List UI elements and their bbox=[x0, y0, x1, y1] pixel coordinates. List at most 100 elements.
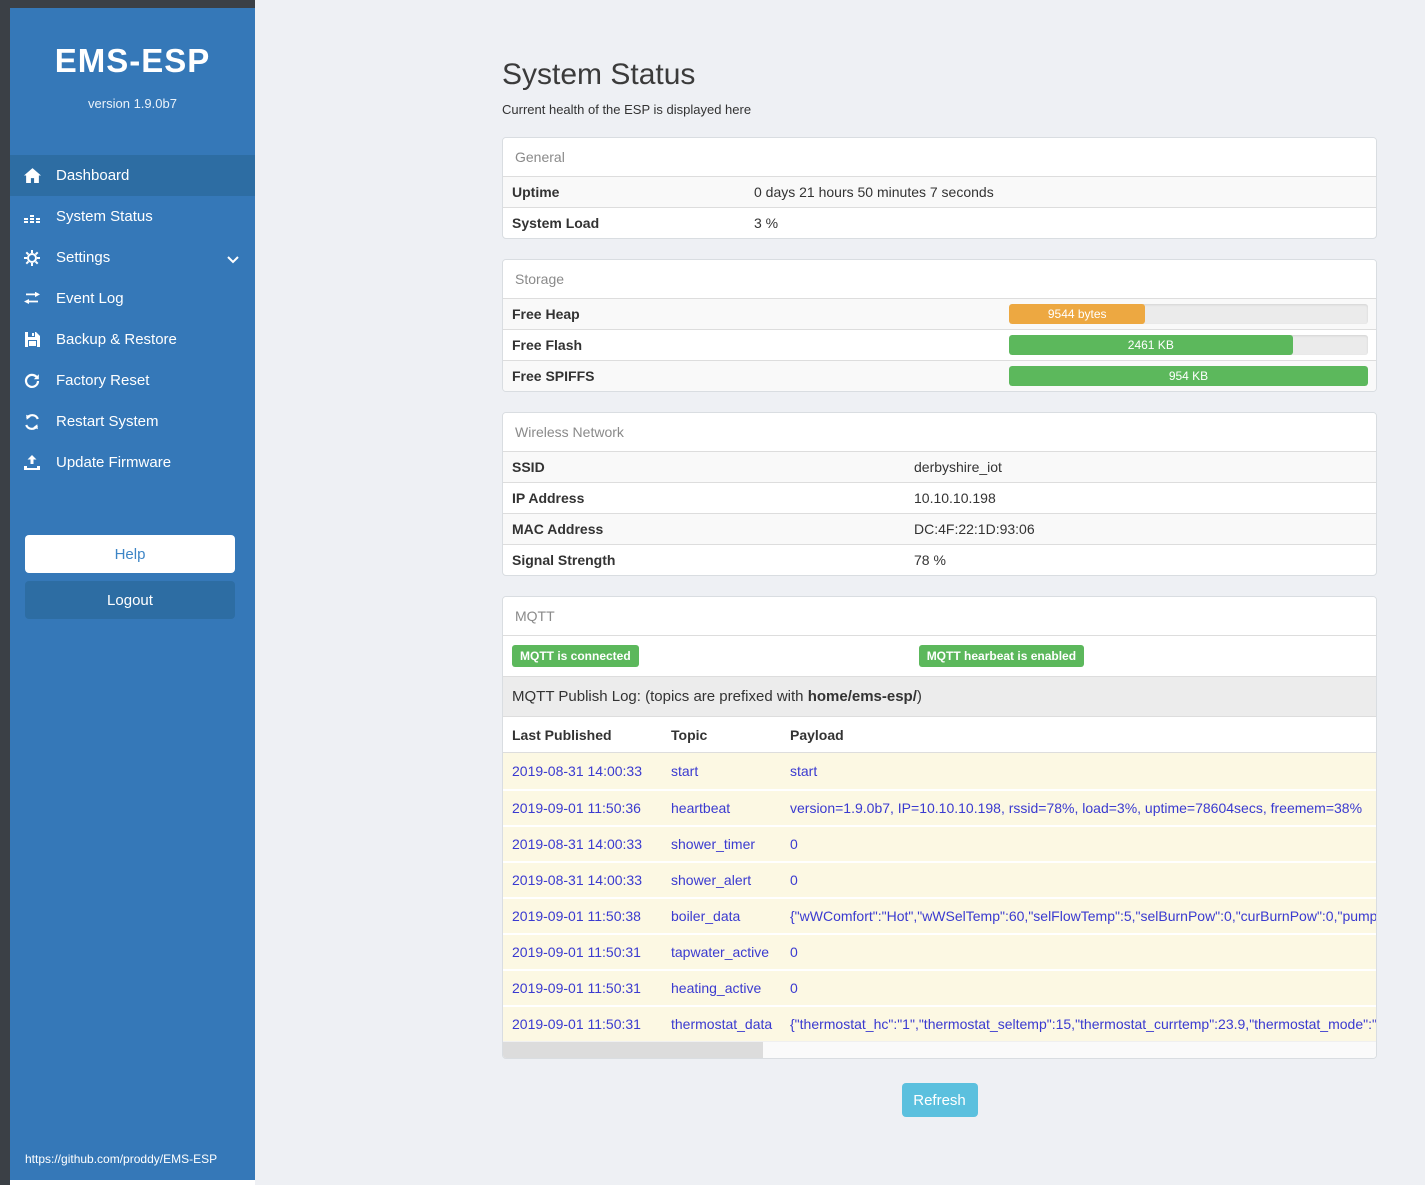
storage-panel-title: Storage bbox=[503, 260, 1376, 298]
table-row: 2019-09-01 11:50:31 heating_active 0 bbox=[503, 969, 1376, 1005]
mqtt-badges: MQTT is connected MQTT hearbeat is enabl… bbox=[503, 635, 1376, 676]
last-published-cell: 2019-08-31 14:00:33 bbox=[512, 763, 642, 779]
gear-icon bbox=[22, 249, 42, 266]
row-label: System Load bbox=[512, 215, 600, 231]
sidebar-nav: Dashboard System Status bbox=[10, 155, 255, 483]
mqtt-publish-log-caption: MQTT Publish Log: (topics are prefixed w… bbox=[503, 676, 1376, 716]
chevron-down-icon bbox=[227, 251, 239, 269]
table-row: Uptime 0 days 21 hours 50 minutes 7 seco… bbox=[503, 176, 1376, 207]
payload-cell: {"thermostat_hc":"1","thermostat_seltemp… bbox=[790, 1016, 1376, 1032]
topic-cell: thermostat_data bbox=[671, 1016, 773, 1032]
sidebar-item-label: Update Firmware bbox=[56, 454, 172, 471]
sidebar-item-label: System Status bbox=[56, 208, 153, 225]
sidebar-item-restart-system[interactable]: Restart System bbox=[10, 401, 255, 442]
mqtt-topic-prefix: home/ems-esp/ bbox=[807, 688, 917, 705]
progress-fill: 9544 bytes bbox=[1009, 304, 1146, 324]
sidebar: EMS-ESP version 1.9.0b7 Dashboard bbox=[0, 0, 255, 1185]
sidebar-item-settings[interactable]: Settings bbox=[10, 237, 255, 278]
topic-cell: shower_alert bbox=[671, 872, 752, 888]
sidebar-buttons: Help Logout bbox=[25, 535, 235, 619]
sidebar-item-label: Restart System bbox=[56, 413, 159, 430]
last-published-cell: 2019-09-01 11:50:36 bbox=[512, 800, 641, 816]
sidebar-item-dashboard[interactable]: Dashboard bbox=[10, 155, 255, 196]
table-row: 2019-09-01 11:50:38 boiler_data {"wWComf… bbox=[503, 897, 1376, 933]
logout-button[interactable]: Logout bbox=[25, 581, 235, 619]
home-icon bbox=[22, 168, 42, 184]
row-value: derbyshire_iot bbox=[914, 459, 1002, 475]
brand: EMS-ESP version 1.9.0b7 bbox=[10, 8, 255, 111]
payload-cell: start bbox=[790, 763, 818, 779]
sidebar-item-label: Dashboard bbox=[56, 167, 130, 184]
mqtt-connected-badge: MQTT is connected bbox=[512, 645, 639, 667]
page-subtitle: Current health of the ESP is displayed h… bbox=[502, 102, 752, 117]
main-area: System Status Current health of the ESP … bbox=[255, 0, 1425, 1185]
payload-cell: 0 bbox=[790, 980, 798, 996]
wireless-panel-title: Wireless Network bbox=[503, 413, 1376, 451]
sidebar-item-event-log[interactable]: Event Log bbox=[10, 278, 255, 319]
scrollbar-thumb[interactable] bbox=[503, 1042, 763, 1058]
general-panel-title: General bbox=[503, 138, 1376, 176]
app-version: version 1.9.0b7 bbox=[88, 96, 177, 111]
content-column: System Status Current health of the ESP … bbox=[502, 0, 1377, 1117]
topic-cell: boiler_data bbox=[671, 908, 741, 924]
mqtt-panel-title: MQTT bbox=[503, 597, 1376, 635]
upload-icon bbox=[22, 455, 42, 471]
progress-label: 954 KB bbox=[1168, 369, 1209, 383]
payload-cell: 0 bbox=[790, 944, 798, 960]
table-row: Signal Strength 78 % bbox=[503, 544, 1376, 575]
sidebar-item-label: Event Log bbox=[56, 290, 124, 307]
last-published-cell: 2019-08-31 14:00:33 bbox=[512, 836, 642, 852]
last-published-cell: 2019-09-01 11:50:31 bbox=[512, 944, 641, 960]
sidebar-item-label: Settings bbox=[56, 249, 111, 266]
general-panel: General Uptime 0 days 21 hours 50 minute… bbox=[502, 137, 1377, 239]
row-label: Free Heap bbox=[512, 306, 580, 322]
horizontal-scrollbar[interactable] bbox=[503, 1041, 1376, 1058]
topic-cell: heating_active bbox=[671, 980, 762, 996]
topic-cell: heartbeat bbox=[671, 800, 731, 816]
sidebar-item-backup-restore[interactable]: Backup & Restore bbox=[10, 319, 255, 360]
sidebar-item-update-firmware[interactable]: Update Firmware bbox=[10, 442, 255, 483]
column-header: Topic bbox=[671, 726, 708, 743]
last-published-cell: 2019-09-01 11:50:31 bbox=[512, 1016, 641, 1032]
progress-label: 9544 bytes bbox=[1047, 307, 1107, 321]
row-label: Free Flash bbox=[512, 337, 583, 353]
sidebar-panel: EMS-ESP version 1.9.0b7 Dashboard bbox=[10, 8, 255, 1180]
sidebar-item-label: Backup & Restore bbox=[56, 331, 177, 348]
help-button[interactable]: Help bbox=[25, 535, 235, 573]
last-published-cell: 2019-09-01 11:50:31 bbox=[512, 980, 641, 996]
exchange-icon bbox=[22, 291, 42, 307]
column-header: Payload bbox=[790, 726, 844, 743]
topic-cell: tapwater_active bbox=[671, 944, 770, 960]
row-value: 10.10.10.198 bbox=[914, 490, 996, 506]
row-label: Free SPIFFS bbox=[512, 368, 595, 384]
refresh-button[interactable]: Refresh bbox=[901, 1083, 978, 1117]
table-row: 2019-09-01 11:50:31 tapwater_active 0 bbox=[503, 933, 1376, 969]
progress-label: 2461 KB bbox=[1127, 338, 1174, 352]
free-spiffs-progress-bar: 954 KB bbox=[1009, 366, 1368, 386]
storage-panel: Storage Free Heap 9544 bytes Free Flash … bbox=[502, 259, 1377, 392]
sidebar-item-label: Factory Reset bbox=[56, 372, 150, 389]
sync-icon bbox=[22, 413, 42, 430]
row-value: 78 % bbox=[914, 552, 946, 568]
table-row: Free Heap 9544 bytes bbox=[503, 298, 1376, 329]
payload-cell: version=1.9.0b7, IP=10.10.10.198, rssid=… bbox=[790, 800, 1363, 816]
table-row: Free SPIFFS 954 KB bbox=[503, 360, 1376, 391]
table-row: System Load 3 % bbox=[503, 207, 1376, 238]
sidebar-left-frame bbox=[0, 0, 10, 1185]
payload-cell: 0 bbox=[790, 872, 798, 888]
row-value: 0 days 21 hours 50 minutes 7 seconds bbox=[754, 184, 994, 200]
payload-cell: {"wWComfort":"Hot","wWSelTemp":60,"selFl… bbox=[790, 908, 1376, 924]
progress-fill: 2461 KB bbox=[1009, 335, 1293, 355]
free-flash-progress-bar: 2461 KB bbox=[1009, 335, 1368, 355]
save-icon bbox=[22, 332, 42, 348]
table-row: MAC Address DC:4F:22:1D:93:06 bbox=[503, 513, 1376, 544]
row-label: Uptime bbox=[512, 184, 560, 200]
free-heap-progress-bar: 9544 bytes bbox=[1009, 304, 1368, 324]
page-title: System Status bbox=[502, 58, 696, 91]
sidebar-item-system-status[interactable]: System Status bbox=[10, 196, 255, 237]
table-row: 2019-08-31 14:00:33 start start bbox=[503, 753, 1376, 789]
progress-fill: 954 KB bbox=[1009, 366, 1368, 386]
github-link[interactable]: https://github.com/proddy/EMS-ESP bbox=[25, 1152, 218, 1166]
wireless-panel: Wireless Network SSID derbyshire_iot IP … bbox=[502, 412, 1377, 576]
sidebar-item-factory-reset[interactable]: Factory Reset bbox=[10, 360, 255, 401]
